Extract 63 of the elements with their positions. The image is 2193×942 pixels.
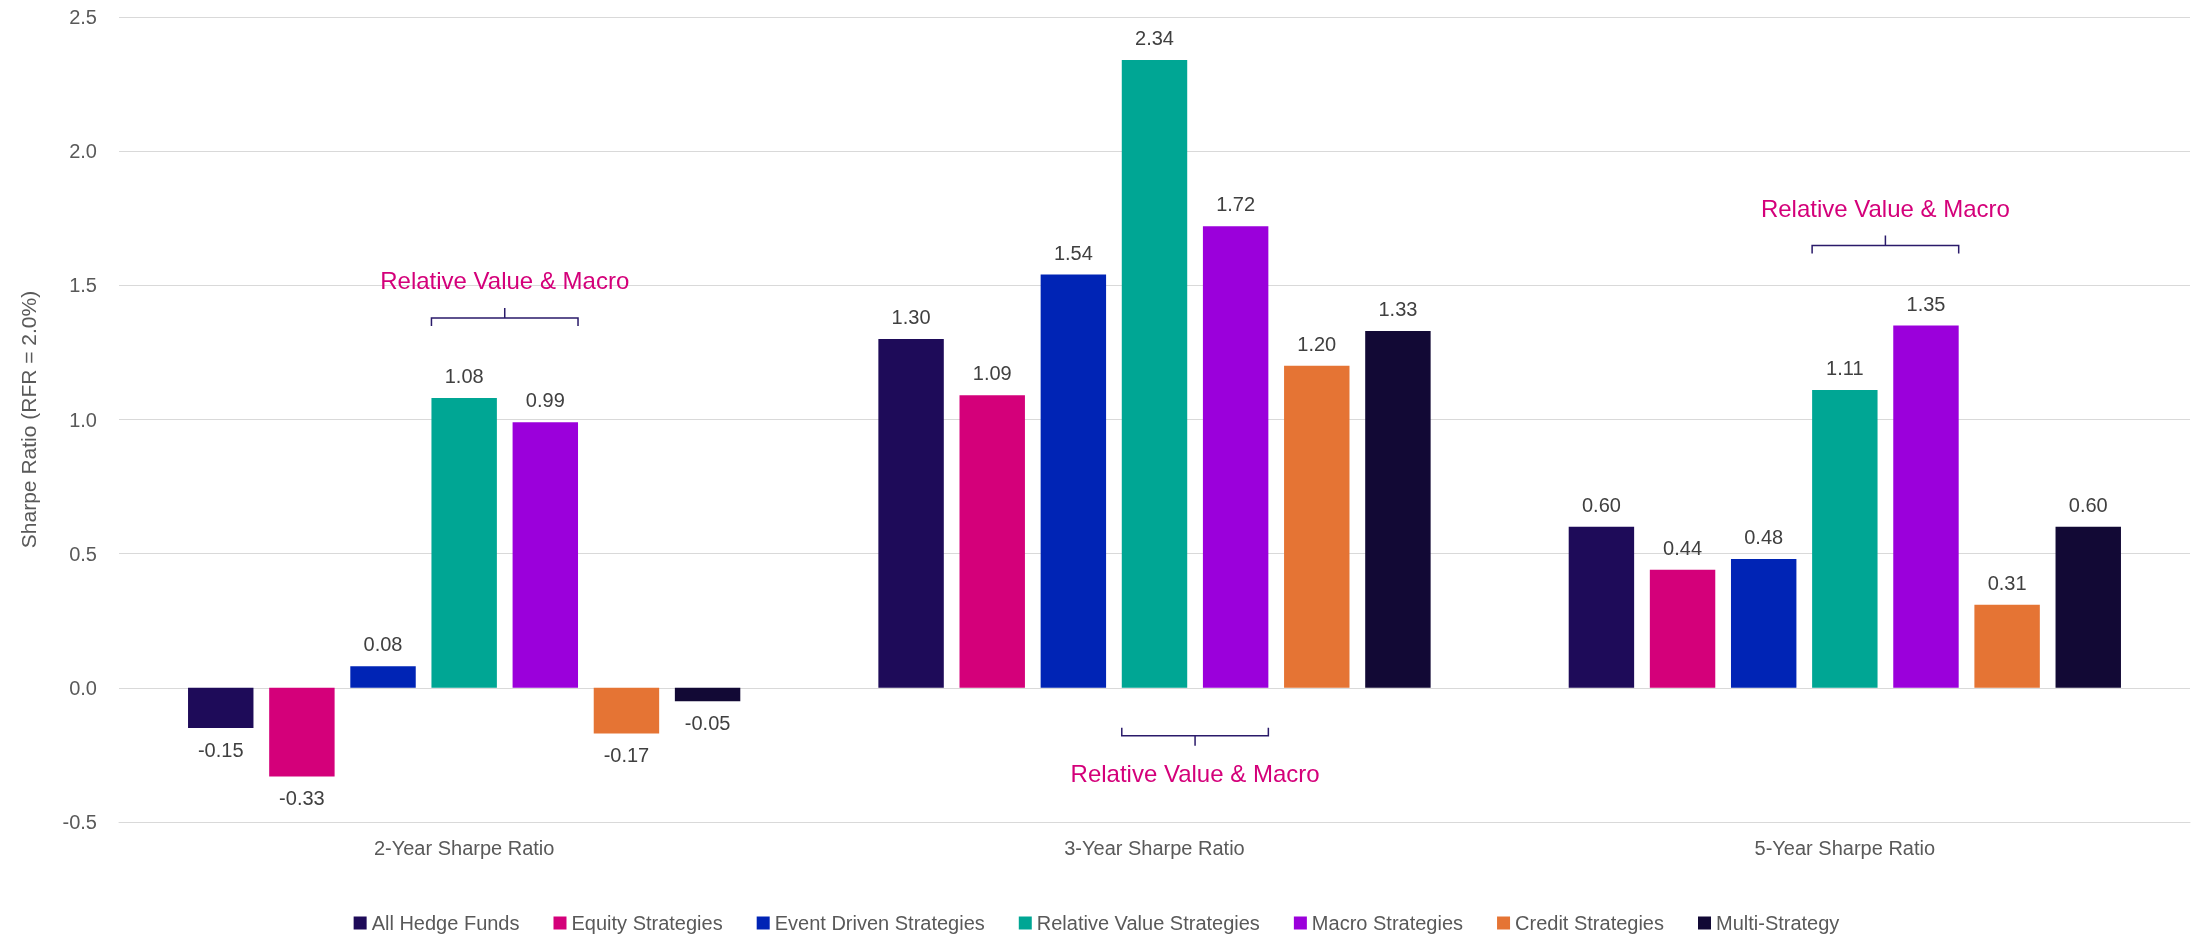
data-label: 1.08	[444, 365, 484, 388]
data-label: 0.60	[2068, 493, 2108, 516]
data-label: -0.15	[197, 739, 244, 762]
bar	[431, 398, 497, 688]
bar	[1284, 365, 1350, 688]
legend-label: Event Driven Strategies	[774, 912, 985, 934]
annotation: Relative Value & Macro	[1760, 194, 2010, 222]
annotation: Relative Value & Macro	[380, 267, 630, 295]
data-label: 1.30	[891, 306, 931, 328]
legend-label: All Hedge Funds	[371, 912, 520, 934]
data-label: 1.11	[1826, 356, 1864, 379]
bar	[1040, 274, 1107, 688]
bar	[1202, 226, 1269, 688]
data-label: 1.33	[1378, 297, 1418, 320]
y-tick-label: 2.5	[69, 6, 97, 28]
x-tick-label: 5-Year Sharpe Ratio	[1754, 837, 1936, 859]
bar	[959, 395, 1025, 688]
y-tick-label: 1.5	[69, 274, 97, 297]
data-label: 0.60	[1581, 493, 1621, 516]
legend-label: Macro Strategies	[1311, 912, 1464, 934]
bar	[1730, 559, 1797, 688]
data-label: 0.48	[1744, 526, 1784, 549]
data-label: 0.44	[1663, 536, 1703, 559]
bar	[1893, 325, 1959, 688]
data-label: -0.33	[279, 787, 325, 810]
y-tick-label: -0.5	[62, 811, 97, 833]
data-label: 1.72	[1216, 193, 1256, 216]
bar	[878, 339, 944, 688]
legend-label: Multi-Strategy	[1716, 912, 1840, 934]
data-label: -0.17	[603, 744, 650, 767]
data-label: 0.99	[525, 389, 565, 412]
x-tick-label: 2-Year Sharpe Ratio	[373, 837, 555, 859]
bar	[674, 687, 741, 702]
bar	[512, 422, 579, 688]
y-axis-title: Sharpe Ratio (RFR = 2.0%)	[17, 290, 40, 549]
annotation: Relative Value & Macro	[1070, 760, 1320, 788]
bar	[1974, 604, 2040, 688]
bar	[350, 666, 416, 688]
y-tick-label: 1.0	[69, 408, 97, 431]
data-label: 1.20	[1297, 332, 1337, 355]
bar	[1365, 330, 1431, 688]
data-label: 0.08	[363, 633, 403, 656]
y-tick-label: 0.0	[69, 676, 97, 699]
x-tick-label: 3-Year Sharpe Ratio	[1064, 837, 1245, 859]
bar	[2055, 526, 2121, 688]
y-tick-label: 2.0	[69, 140, 97, 163]
data-label: -0.05	[684, 712, 731, 735]
bar	[593, 687, 660, 734]
bar	[269, 687, 335, 777]
bar	[1649, 569, 1716, 688]
y-tick-label: 0.5	[69, 542, 97, 565]
data-label: 0.31	[1987, 571, 2027, 594]
data-label: 1.35	[1906, 292, 1946, 315]
data-label: 1.09	[972, 362, 1012, 385]
bar	[188, 687, 254, 729]
legend-label: Credit Strategies	[1515, 912, 1665, 934]
data-label: 1.54	[1053, 241, 1093, 264]
legend-label: Equity Strategies	[571, 912, 723, 934]
bar	[1121, 59, 1188, 688]
legend-label: Relative Value Strategies	[1036, 912, 1260, 934]
bar	[1812, 389, 1878, 688]
data-label: 2.34	[1135, 26, 1174, 49]
bar	[1568, 526, 1635, 688]
